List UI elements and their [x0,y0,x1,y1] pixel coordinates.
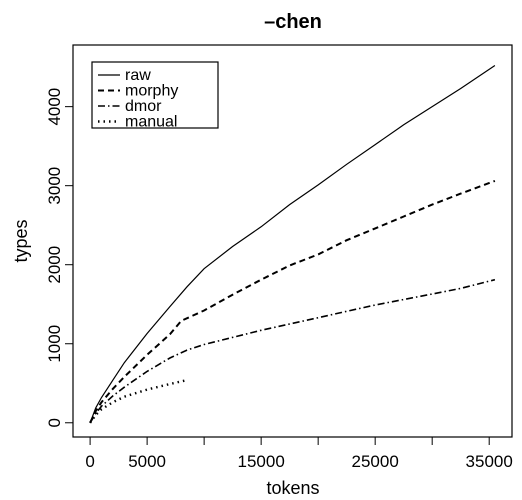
x-axis: 0 5000 15000 25000 35000 [85,437,513,471]
legend-label-dmor: dmor [125,98,162,115]
y-tick-label: 1000 [45,325,64,363]
y-axis: 0 1000 2000 3000 4000 [45,88,73,428]
x-axis-label: tokens [266,478,319,498]
series-line-manual [89,378,188,424]
series-layer [89,65,496,424]
legend-label-raw: raw [125,67,151,84]
legend-box [91,61,219,129]
y-tick-label: 3000 [45,167,64,205]
legend-label-morphy: morphy [125,83,178,100]
y-axis-label: types [11,219,31,262]
series-line-raw [89,65,496,424]
y-tick-label: 2000 [45,246,64,284]
y-tick-label: 0 [45,418,64,427]
x-tick-label: 5000 [128,452,166,471]
y-tick-label: 4000 [45,88,64,126]
x-tick-label: 0 [85,452,94,471]
plot-frame [72,44,513,438]
x-tick-label: 25000 [352,452,399,471]
chart-title: –chen [264,11,322,33]
series-line-dmor [89,278,496,424]
legend-label-manual: manual [125,114,177,131]
series-line-morphy [89,179,496,424]
x-tick-label: 15000 [238,452,285,471]
x-tick-label: 35000 [466,452,513,471]
